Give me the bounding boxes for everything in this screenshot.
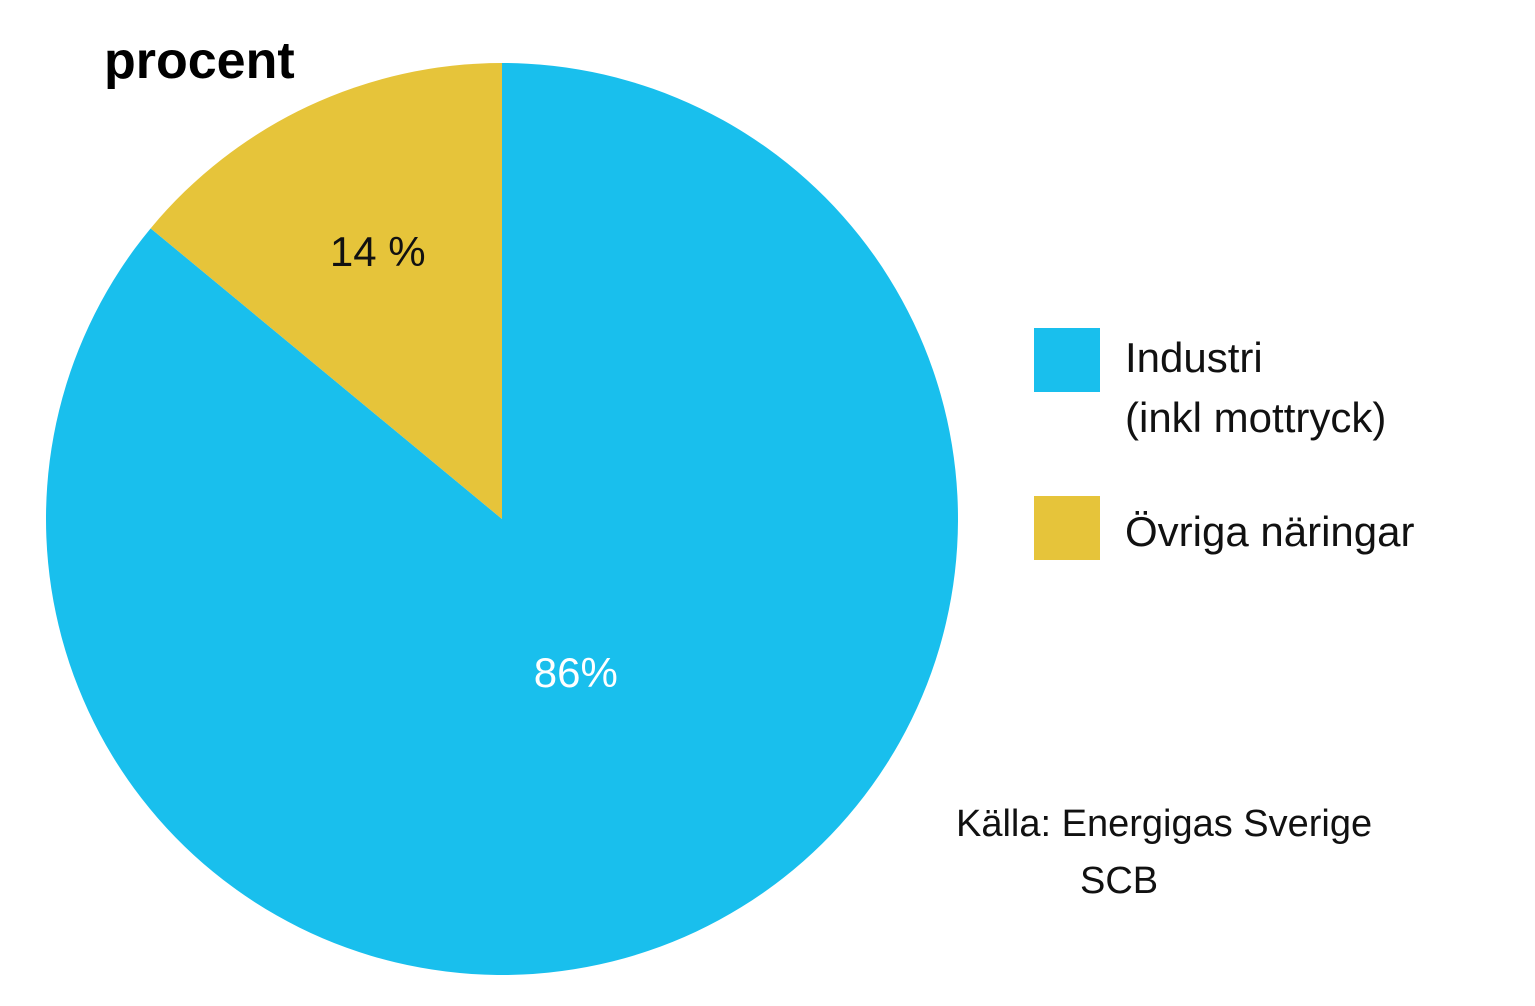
legend-swatch-ovriga bbox=[1034, 496, 1100, 560]
pie-slice-industri bbox=[45, 63, 958, 975]
pie-slice-ovriga bbox=[150, 63, 502, 519]
legend-swatch-industri bbox=[1034, 328, 1100, 392]
data-label-industri: 86% bbox=[534, 649, 618, 696]
pie-slices bbox=[45, 63, 958, 975]
data-label-ovriga: 14 % bbox=[330, 228, 426, 275]
source-note: Källa: Energigas Sverige SCB bbox=[956, 803, 1372, 902]
legend-label-industri-line2: (inkl mottryck) bbox=[1125, 394, 1386, 441]
source-line-1: Källa: Energigas Sverige bbox=[956, 803, 1372, 845]
legend: Industri (inkl mottryck) Övriga näringar bbox=[1034, 328, 1414, 560]
pie-data-labels: 86% 14 % bbox=[330, 228, 618, 696]
source-line-2: SCB bbox=[1080, 860, 1158, 902]
legend-label-ovriga: Övriga näringar bbox=[1125, 508, 1414, 555]
legend-label-industri-line1: Industri bbox=[1125, 334, 1263, 381]
unit-label: procent bbox=[104, 32, 295, 90]
